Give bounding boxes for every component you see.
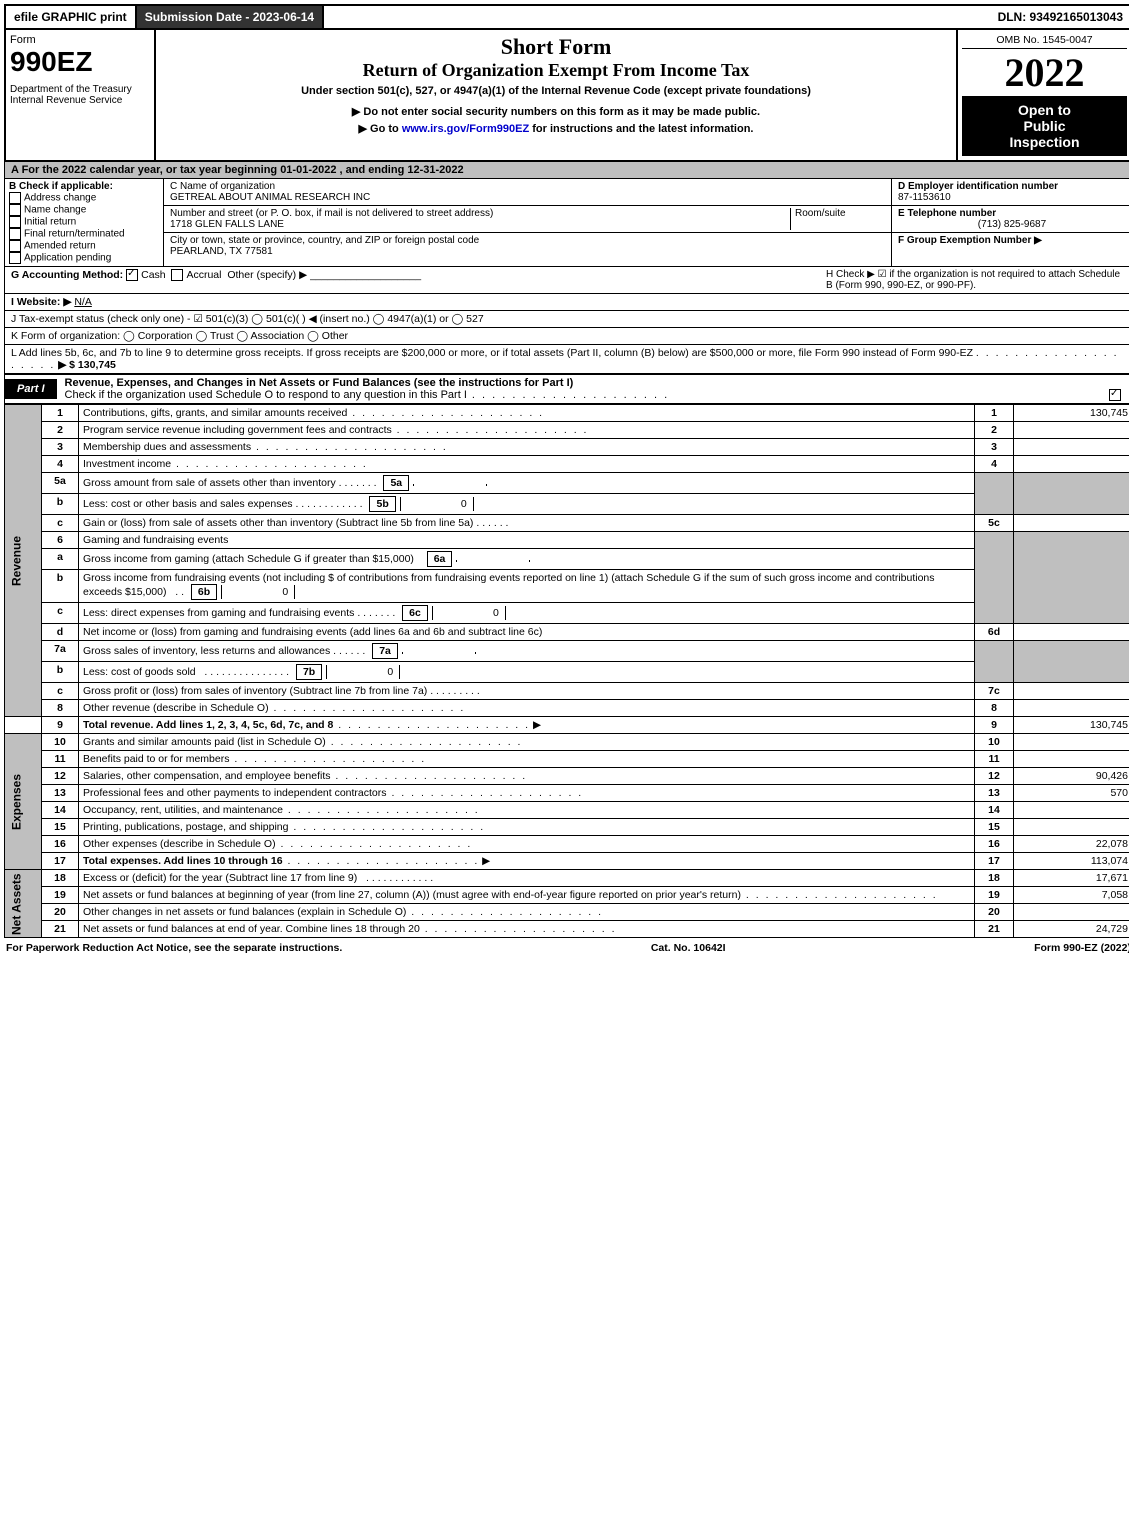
row-j-tax-exempt: J Tax-exempt status (check only one) - ☑… [4,311,1129,328]
line19-amount: 7,058 [1014,887,1129,904]
checkbox-schedule-o[interactable] [1109,389,1121,401]
irs-link[interactable]: www.irs.gov/Form990EZ [402,123,529,135]
efile-link[interactable]: efile GRAPHIC print [6,6,137,28]
short-form-title: Short Form [164,34,948,60]
row-l-gross-receipts: L Add lines 5b, 6c, and 7b to line 9 to … [4,345,1129,374]
part1-label: Part I [5,379,57,399]
room-suite-label: Room/suite [790,208,885,230]
group-exemption-label: F Group Exemption Number ▶ [898,235,1042,246]
phone: (713) 825-9687 [898,219,1126,230]
form-title: Return of Organization Exempt From Incom… [164,60,948,81]
row-i-website: I Website: ▶ N/A [4,294,1129,311]
ein: 87-1153610 [898,192,951,203]
topbar: efile GRAPHIC print Submission Date - 20… [4,4,1129,30]
tax-year: 2022 [962,49,1127,96]
gross-receipts-amount: ▶ $ 130,745 [58,359,116,371]
page-footer: For Paperwork Reduction Act Notice, see … [4,938,1129,958]
line12-amount: 90,426 [1014,768,1129,785]
form-subtitle: Under section 501(c), 527, or 4947(a)(1)… [164,85,948,97]
line18-amount: 17,671 [1014,870,1129,887]
note-ssn: ▶ Do not enter social security numbers o… [164,105,948,118]
checkbox-initial-return[interactable] [9,216,21,228]
org-name: GETREAL ABOUT ANIMAL RESEARCH INC [170,192,370,203]
financial-table: Revenue 1 Contributions, gifts, grants, … [4,404,1129,938]
line21-amount: 24,729 [1014,921,1129,938]
footer-form: Form 990-EZ (2022) [1034,942,1129,954]
website-value: N/A [74,296,92,308]
line9-amount: 130,745 [1014,717,1129,734]
checkbox-amended-return[interactable] [9,240,21,252]
row-h: H Check ▶ ☑ if the organization is not r… [826,269,1126,291]
revenue-label: Revenue [5,405,42,717]
city-state-zip: PEARLAND, TX 77581 [170,246,273,257]
submission-date-button[interactable]: Submission Date - 2023-06-14 [137,6,324,28]
expenses-label: Expenses [5,734,42,870]
open-to-public: Open to Public Inspection [962,96,1127,156]
form-header: Form 990EZ Department of the Treasury In… [4,30,1129,162]
checkbox-cash[interactable] [126,269,138,281]
omb-no: OMB No. 1545-0047 [962,34,1127,49]
irs-label: Internal Revenue Service [10,95,150,106]
checkbox-application-pending[interactable] [9,252,21,264]
checkbox-final-return[interactable] [9,228,21,240]
dln: DLN: 93492165013043 [990,6,1129,28]
row-k-form-org: K Form of organization: ◯ Corporation ◯ … [4,328,1129,345]
box-b: B Check if applicable: Address change Na… [5,179,164,266]
checkbox-address-change[interactable] [9,192,21,204]
form-word: Form [10,34,150,46]
row-g-h: G Accounting Method: Cash Accrual Other … [4,267,1129,294]
row-a-tax-year: A For the 2022 calendar year, or tax yea… [4,162,1129,179]
form-number: 990EZ [10,46,150,78]
line1-amount: 130,745 [1014,405,1129,422]
box-de: D Employer identification number 87-1153… [892,179,1129,266]
footer-paperwork: For Paperwork Reduction Act Notice, see … [6,942,342,954]
note-goto: ▶ Go to www.irs.gov/Form990EZ for instru… [164,122,948,135]
box-c: C Name of organization GETREAL ABOUT ANI… [164,179,892,266]
checkbox-accrual[interactable] [171,269,183,281]
street-address: 1718 GLEN FALLS LANE [170,219,284,230]
entity-boxes: B Check if applicable: Address change Na… [4,179,1129,267]
checkbox-name-change[interactable] [9,204,21,216]
line16-amount: 22,078 [1014,836,1129,853]
dept-treasury: Department of the Treasury [10,84,150,95]
line17-amount: 113,074 [1014,853,1129,870]
line13-amount: 570 [1014,785,1129,802]
part1-header: Part I Revenue, Expenses, and Changes in… [4,374,1129,404]
footer-catno: Cat. No. 10642I [651,942,726,954]
net-assets-label: Net Assets [5,870,42,938]
